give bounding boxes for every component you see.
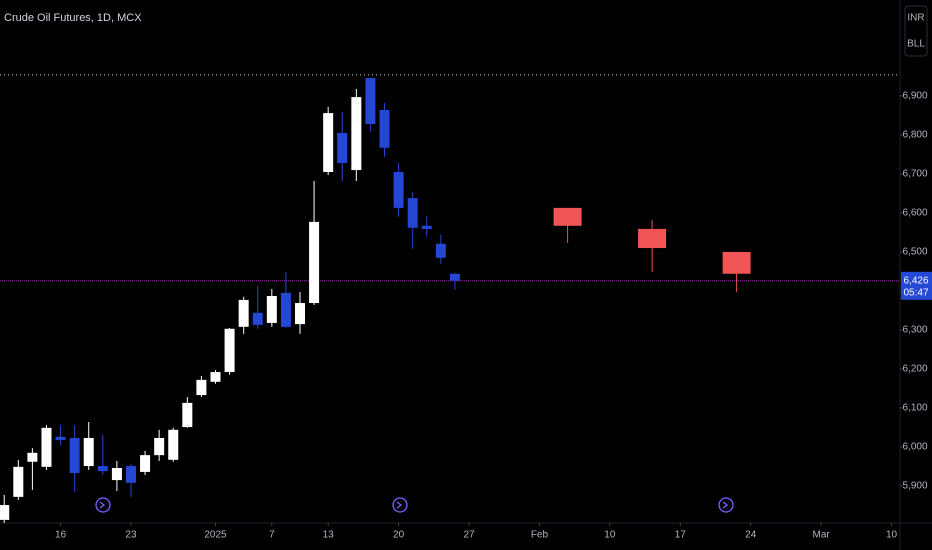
event-icon-arrow (722, 501, 729, 509)
candle-body (27, 452, 38, 462)
candle-body (111, 468, 122, 481)
candle-body (266, 296, 277, 323)
currency-panel (904, 5, 928, 57)
x-tick-label: 20 (393, 530, 405, 541)
event-icon[interactable] (392, 497, 408, 513)
x-tick-label: 10 (604, 530, 616, 541)
x-tick-label: 16 (55, 530, 67, 541)
candle-body (224, 328, 235, 373)
y-tick-label: 6,600 (902, 208, 927, 219)
event-icon[interactable] (718, 497, 734, 513)
event-icons (95, 497, 734, 513)
candle-body (83, 437, 94, 467)
last-price-label: 6,426 (903, 275, 928, 286)
last-price-badge (901, 271, 932, 300)
y-tick-label: 6,900 (902, 91, 927, 102)
y-tick-label: 5,900 (902, 481, 927, 492)
x-tick-label: 10 (886, 530, 898, 541)
candle-body (365, 78, 376, 125)
candle-body (407, 198, 418, 228)
candle-body (140, 455, 151, 472)
candle-body (323, 113, 334, 172)
x-tick-label: Feb (531, 530, 549, 541)
x-tick-label: 13 (323, 530, 335, 541)
event-icon-arrow (99, 501, 106, 509)
chart-title: Crude Oil Futures, 1D, MCX (4, 12, 142, 24)
candle-body (55, 436, 66, 440)
x-tick-label: 24 (745, 530, 757, 541)
x-tick-label: Mar (813, 530, 831, 541)
candle-body (13, 466, 24, 497)
candle-body (196, 379, 207, 396)
countdown-label: 05:47 (903, 287, 928, 298)
candle-body (0, 505, 10, 520)
y-tick-label: 6,200 (902, 364, 927, 375)
candle-body (210, 372, 221, 382)
candle-body (238, 299, 249, 327)
projection-box (553, 207, 582, 226)
candle-body (337, 132, 348, 164)
x-tick-label: 7 (269, 530, 275, 541)
candle-body (280, 292, 291, 327)
candle-body (435, 243, 446, 258)
candle-body (41, 427, 52, 467)
projection-box (638, 228, 667, 249)
currency-button[interactable]: INR (907, 13, 924, 24)
y-tick-label: 6,700 (902, 169, 927, 180)
candle-body (379, 109, 390, 148)
x-tick-label: 23 (125, 530, 137, 541)
y-tick-label: 6,100 (902, 403, 927, 414)
candle-body (309, 221, 320, 304)
candle-body (69, 437, 80, 474)
candle-body (295, 303, 305, 325)
y-tick-label: 6,300 (902, 325, 927, 336)
candle-body (393, 171, 404, 208)
y-tick-label: 6,500 (902, 247, 927, 258)
candle-body (421, 225, 432, 229)
candle-body (97, 466, 108, 472)
x-tick-label: 27 (463, 530, 475, 541)
y-tick-label: 6,000 (902, 442, 927, 453)
candle-body (351, 97, 362, 171)
event-icon[interactable] (95, 497, 111, 513)
candle-body (154, 437, 165, 456)
candle-body (168, 429, 179, 460)
projection-box (722, 251, 751, 274)
candle-body (182, 402, 193, 428)
candle-body (125, 466, 136, 483)
x-tick-label: 17 (675, 530, 687, 541)
candle-body (449, 273, 460, 281)
candle-body (252, 312, 263, 325)
x-tick-label: 2025 (204, 530, 227, 541)
unit-button[interactable]: BLL (907, 39, 925, 50)
event-icon-arrow (396, 501, 403, 509)
y-tick-label: 6,800 (902, 130, 927, 141)
